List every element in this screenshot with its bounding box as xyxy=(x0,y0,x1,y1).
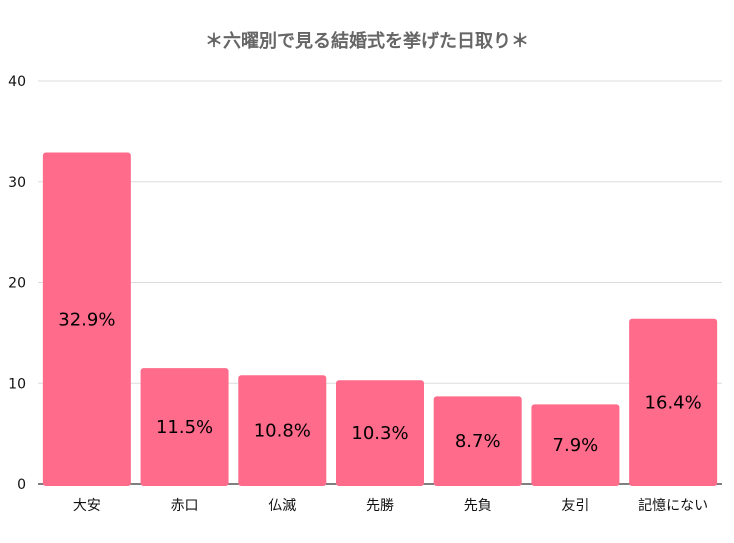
y-tick-label: 10 xyxy=(8,376,26,392)
y-tick-label: 40 xyxy=(8,74,26,90)
bar xyxy=(629,318,718,486)
bar xyxy=(238,375,327,486)
x-axis-ticks: 大安 赤口 仏滅 先勝 先負 友引 記憶にない xyxy=(73,497,708,514)
x-tick-label: 先負 xyxy=(464,498,492,514)
bar-value-label: 32.9% xyxy=(58,309,115,330)
y-tick-label: 20 xyxy=(8,276,26,292)
x-tick-label: 先勝 xyxy=(366,498,394,514)
bar-value-label: 10.3% xyxy=(351,423,408,444)
x-tick-label: 仏滅 xyxy=(268,498,296,514)
chart-title: ＊六曜別で見る結婚式を挙げた日取り＊ xyxy=(205,30,529,52)
bar-value-label: 7.9% xyxy=(553,435,599,456)
x-tick-label: 友引 xyxy=(561,498,589,514)
x-tick-label: 記憶にない xyxy=(638,497,708,514)
bar xyxy=(42,152,131,486)
x-tick-label: 大安 xyxy=(73,498,101,514)
bar xyxy=(336,380,424,486)
x-tick-label: 赤口 xyxy=(171,498,199,514)
y-tick-label: 0 xyxy=(17,477,26,493)
y-axis-ticks: 0 10 20 30 40 xyxy=(8,74,26,493)
bar-value-label: 10.8% xyxy=(254,421,311,442)
bar-value-label: 8.7% xyxy=(455,431,501,452)
y-tick-label: 30 xyxy=(8,175,26,191)
bars xyxy=(42,152,718,486)
bar-value-label: 16.4% xyxy=(645,392,702,413)
bar xyxy=(433,396,522,486)
bar xyxy=(531,404,620,486)
data-labels: 32.9% 11.5% 10.8% 10.3% 8.7% 7.9% 16.4% xyxy=(58,309,701,456)
bar-value-label: 11.5% xyxy=(156,417,213,438)
bar xyxy=(140,368,229,486)
